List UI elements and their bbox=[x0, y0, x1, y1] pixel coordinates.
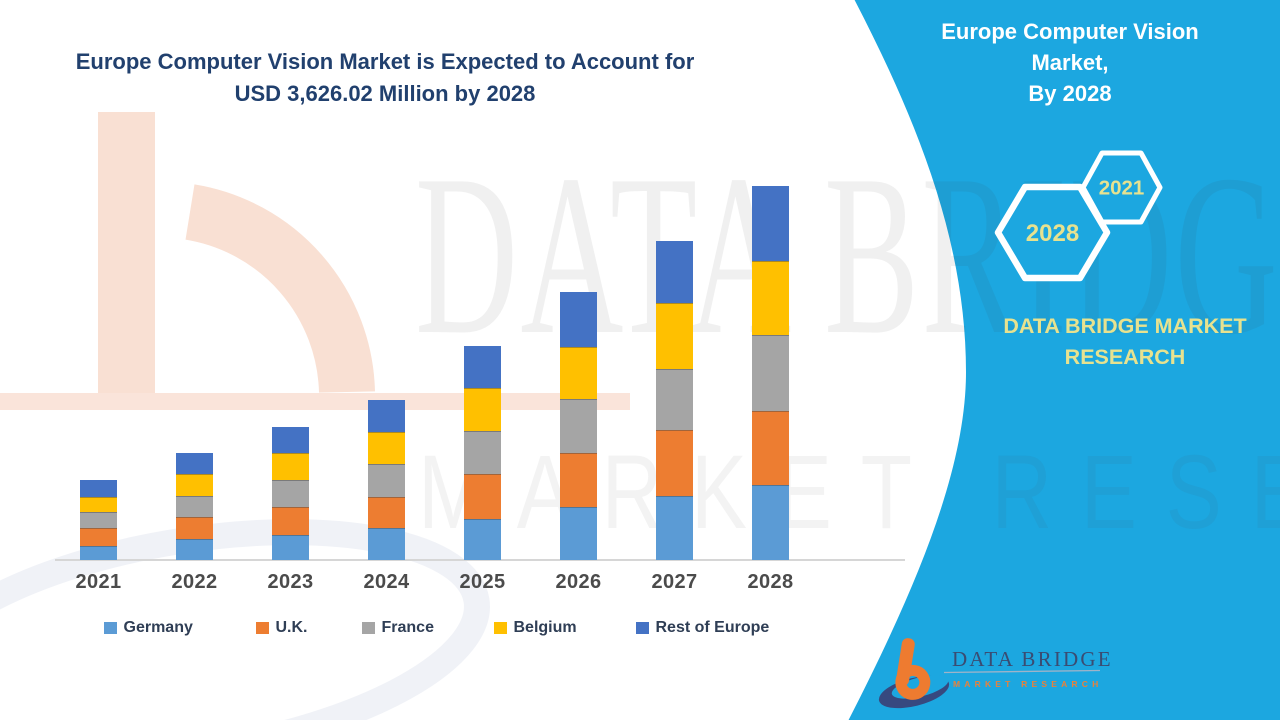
legend-label-germany: Germany bbox=[123, 619, 193, 636]
bar-2024-germany-segment bbox=[368, 527, 405, 560]
bar-2023-u-k-segment bbox=[272, 506, 309, 535]
legend-item-rest-of-europe: Rest of Europe bbox=[636, 619, 769, 637]
bar-2028-france-segment bbox=[752, 334, 789, 411]
logo-name: DATA BRIDGE bbox=[952, 647, 1113, 671]
bar-2025 bbox=[464, 345, 501, 560]
x-axis-label-2024: 2024 bbox=[363, 571, 410, 593]
logo-tagline: MARKET RESEARCH bbox=[953, 679, 1102, 689]
legend-marker-belgium bbox=[494, 621, 507, 635]
bar-2022-france-segment bbox=[176, 495, 213, 517]
x-axis-label-2026: 2026 bbox=[555, 571, 602, 593]
bar-2026-belgium-segment bbox=[560, 346, 597, 399]
bar-2026-france-segment bbox=[560, 398, 597, 453]
logo-divider-line bbox=[943, 669, 1101, 674]
bar-2021-france-segment bbox=[80, 511, 117, 528]
side-panel-brand-line2: RESEARCH bbox=[1064, 345, 1186, 369]
bar-2024 bbox=[368, 400, 405, 560]
legend-item-germany: Germany bbox=[104, 619, 193, 637]
bar-2023-rest-of-europe-segment bbox=[272, 426, 309, 453]
side-panel-heading: Europe Computer Vision Market, By 2028 bbox=[900, 16, 1240, 109]
chart-title: Europe Computer Vision Market is Expecte… bbox=[30, 46, 740, 110]
bar-2023-germany-segment bbox=[272, 535, 309, 560]
legend-item-france: France bbox=[362, 619, 434, 637]
hexagon-2028-label: 2028 bbox=[1026, 220, 1079, 247]
legend-label-rest-of-europe: Rest of Europe bbox=[655, 619, 770, 636]
bar-2028-rest-of-europe-segment bbox=[752, 186, 789, 261]
x-axis-line bbox=[55, 559, 905, 561]
legend-label-u-k: U.K. bbox=[275, 619, 308, 636]
side-panel-heading-line1: Europe Computer Vision Market, bbox=[941, 19, 1199, 75]
bar-2021-u-k-segment bbox=[80, 527, 117, 546]
bar-2027-u-k-segment bbox=[656, 429, 693, 496]
bar-2027 bbox=[656, 240, 693, 560]
bar-2024-france-segment bbox=[368, 463, 405, 497]
bar-2026-germany-segment bbox=[560, 506, 597, 560]
chart-title-line2: USD 3,626.02 Million by 2028 bbox=[234, 81, 536, 106]
bar-2026-u-k-segment bbox=[560, 452, 597, 507]
x-axis-label-2023: 2023 bbox=[267, 571, 314, 593]
x-axis-label-2021: 2021 bbox=[75, 571, 122, 593]
bar-2023-belgium-segment bbox=[272, 452, 309, 480]
x-axis-label-2025: 2025 bbox=[459, 571, 506, 593]
legend-marker-u-k bbox=[256, 621, 269, 635]
x-axis-label-2027: 2027 bbox=[651, 571, 698, 593]
bar-2024-belgium-segment bbox=[368, 431, 405, 464]
side-panel-brand: DATA BRIDGE MARKET RESEARCH bbox=[955, 311, 1280, 373]
logo-b-icon bbox=[895, 638, 931, 700]
bar-2027-germany-segment bbox=[656, 495, 693, 560]
x-axis-label-2022: 2022 bbox=[171, 571, 218, 593]
bar-2026 bbox=[560, 291, 597, 560]
bar-2022 bbox=[176, 453, 213, 560]
side-panel-heading-line2: By 2028 bbox=[1028, 81, 1112, 106]
bar-2023-france-segment bbox=[272, 479, 309, 507]
bar-2025-france-segment bbox=[464, 430, 501, 474]
bar-2021 bbox=[80, 479, 117, 560]
bar-2025-germany-segment bbox=[464, 518, 501, 560]
legend-marker-germany bbox=[104, 621, 117, 635]
bar-2024-rest-of-europe-segment bbox=[368, 400, 405, 432]
bar-2028-u-k-segment bbox=[752, 410, 789, 485]
bar-2021-rest-of-europe-segment bbox=[80, 479, 117, 497]
bar-2028-germany-segment bbox=[752, 484, 789, 560]
bar-2022-rest-of-europe-segment bbox=[176, 453, 213, 474]
bar-2024-u-k-segment bbox=[368, 496, 405, 528]
legend-marker-rest-of-europe bbox=[636, 621, 649, 635]
bar-2027-france-segment bbox=[656, 368, 693, 430]
bar-2028 bbox=[752, 186, 789, 560]
x-axis-label-2028: 2028 bbox=[747, 571, 794, 593]
bar-2025-belgium-segment bbox=[464, 387, 501, 431]
hexagon-2021-label: 2021 bbox=[1099, 177, 1145, 200]
hexagon-2028 bbox=[994, 183, 1111, 282]
bar-2022-belgium-segment bbox=[176, 473, 213, 496]
legend-label-belgium: Belgium bbox=[513, 619, 577, 636]
dbmr-logo: DATA BRIDGE MARKET RESEARCH bbox=[878, 638, 1113, 709]
bar-2023 bbox=[272, 426, 309, 560]
chart-title-line1: Europe Computer Vision Market is Expecte… bbox=[75, 49, 695, 74]
bar-2028-belgium-segment bbox=[752, 260, 789, 335]
legend-item-belgium: Belgium bbox=[494, 619, 577, 637]
side-panel-brand-line1: DATA BRIDGE MARKET bbox=[1003, 314, 1247, 338]
hexagon-badges: 2021 2028 bbox=[994, 150, 1163, 282]
bar-2025-u-k-segment bbox=[464, 473, 501, 519]
legend-item-u-k: U.K. bbox=[256, 619, 308, 637]
bar-2021-germany-segment bbox=[80, 545, 117, 560]
side-panel-shape bbox=[848, 0, 1280, 720]
bar-2021-belgium-segment bbox=[80, 496, 117, 512]
bar-2022-germany-segment bbox=[176, 538, 213, 560]
bar-2022-u-k-segment bbox=[176, 516, 213, 539]
bar-2027-belgium-segment bbox=[656, 302, 693, 369]
bar-2027-rest-of-europe-segment bbox=[656, 240, 693, 303]
legend-label-france: France bbox=[381, 619, 434, 636]
bar-2025-rest-of-europe-segment bbox=[464, 345, 501, 388]
bar-2026-rest-of-europe-segment bbox=[560, 291, 597, 347]
legend-marker-france bbox=[362, 621, 375, 635]
